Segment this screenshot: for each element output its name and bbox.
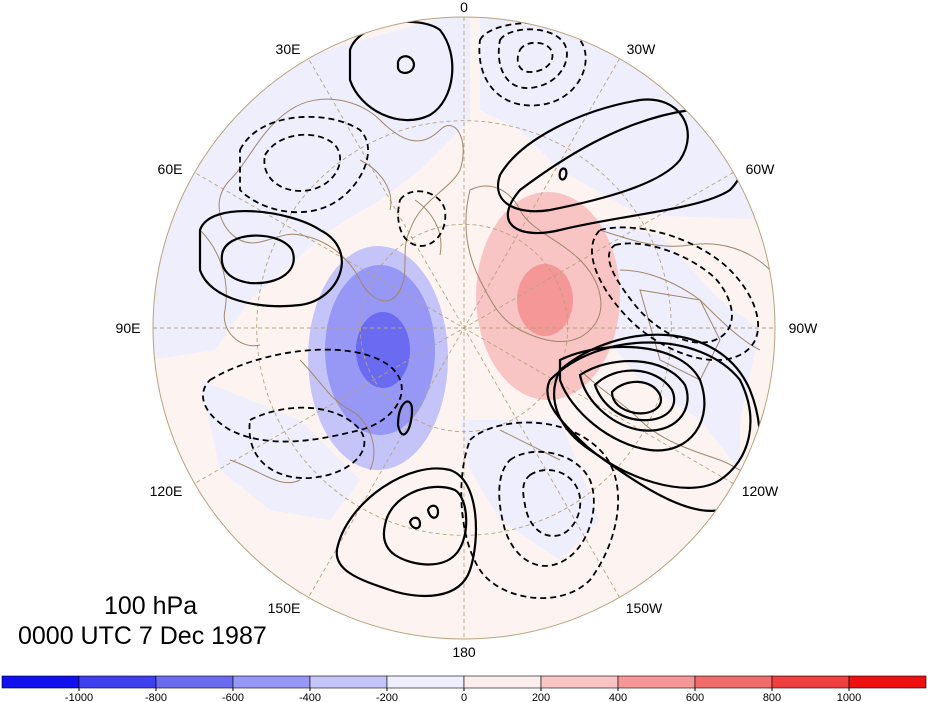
map-boundary: [152, 16, 776, 640]
negative-contours: [202, 22, 759, 600]
lon-label-0: 0: [460, 0, 468, 15]
caption-time: 0000 UTC 7 Dec 1987: [18, 622, 267, 650]
colorbar-swatch: [1, 675, 80, 689]
colorbar-tick-label: 0: [461, 692, 467, 702]
colorbar-swatch: [771, 675, 850, 689]
caption-level: 100 hPa: [104, 592, 198, 620]
colorbar-swatches: [1, 675, 927, 689]
polar-map: 0 30W 60W 90W 120W 150W 180 150E 120E 90…: [116, 0, 819, 660]
colorbar-swatch: [78, 675, 157, 689]
colorbar-swatch: [232, 675, 311, 689]
colorbar-tick-label: 400: [609, 692, 627, 702]
lon-label-30e: 30E: [276, 41, 301, 57]
lon-label-180: 180: [452, 644, 476, 660]
colorbar-labels: -1000 -800 -600 -400 -200 0 200 400 600 800 1000: [65, 688, 861, 702]
colorbar-swatch: [309, 675, 388, 689]
colorbar-tick-label: -200: [376, 692, 398, 702]
colorbar-tick-label: 200: [532, 692, 550, 702]
colorbar-swatch: [848, 675, 927, 689]
lon-label-120e: 120E: [150, 483, 183, 499]
coastlines: [199, 98, 771, 496]
colorbar-tick-label: -600: [222, 692, 244, 702]
colorbar-tick-label: -800: [145, 692, 167, 702]
colorbar-swatch: [617, 675, 696, 689]
colorbar-tick-label: 800: [763, 692, 781, 702]
lon-label-120w: 120W: [742, 483, 779, 499]
colorbar-tick-label: 1000: [837, 692, 861, 702]
colorbar-tick-label: 600: [686, 692, 704, 702]
positive-contours: [198, 20, 762, 598]
positive-shading: [517, 264, 573, 336]
lon-label-60w: 60W: [746, 161, 776, 177]
colorbar-swatch: [463, 675, 542, 689]
colorbar: -1000 -800 -600 -400 -200 0 200 400 600 800 1000: [1, 675, 927, 702]
lon-label-90e: 90E: [116, 320, 141, 336]
lon-label-30w: 30W: [627, 41, 657, 57]
colorbar-tick-label: -1000: [65, 692, 93, 702]
lon-label-60e: 60E: [158, 161, 183, 177]
negative-shading: [356, 312, 410, 388]
longitude-labels: 0 30W 60W 90W 120W 150W 180 150E 120E 90…: [116, 0, 819, 660]
lon-label-150e: 150E: [268, 600, 301, 616]
lon-label-150w: 150W: [626, 600, 663, 616]
colorbar-swatch: [694, 675, 773, 689]
colorbar-swatch: [540, 675, 619, 689]
colorbar-tick-label: -400: [299, 692, 321, 702]
lon-label-90w: 90W: [789, 320, 819, 336]
negative-shading: [200, 380, 360, 520]
colorbar-swatch: [386, 675, 465, 689]
negative-shading: [460, 420, 600, 560]
colorbar-swatch: [155, 675, 234, 689]
